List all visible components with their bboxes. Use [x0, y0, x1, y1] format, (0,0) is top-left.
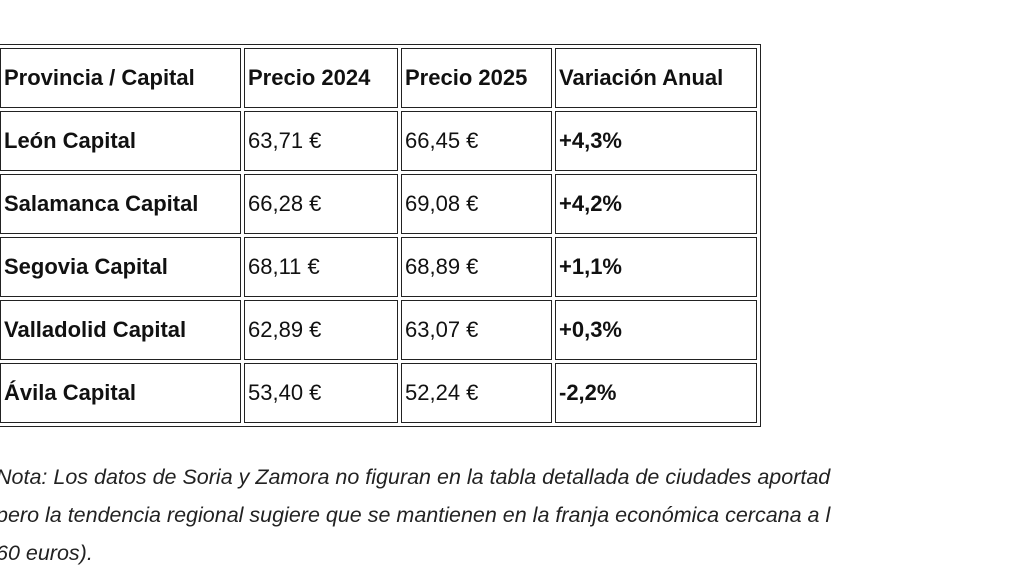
- cell-precio-2025: 52,24 €: [401, 363, 552, 423]
- cell-variacion: -2,2%: [555, 363, 757, 423]
- footnote: Nota: Los datos de Soria y Zamora no fig…: [0, 458, 1024, 572]
- cell-precio-2024: 63,71 €: [244, 111, 398, 171]
- table-header-row: Provincia / Capital Precio 2024 Precio 2…: [0, 48, 757, 108]
- cell-provincia: Segovia Capital: [0, 237, 241, 297]
- cell-precio-2025: 69,08 €: [401, 174, 552, 234]
- cell-variacion: +4,3%: [555, 111, 757, 171]
- column-header-provincia: Provincia / Capital: [0, 48, 241, 108]
- cell-precio-2024: 66,28 €: [244, 174, 398, 234]
- column-header-variacion: Variación Anual: [555, 48, 757, 108]
- footnote-line: 60 euros).: [0, 541, 93, 565]
- table-row: Segovia Capital 68,11 € 68,89 € +1,1%: [0, 237, 757, 297]
- table-row: Valladolid Capital 62,89 € 63,07 € +0,3%: [0, 300, 757, 360]
- column-header-precio-2025: Precio 2025: [401, 48, 552, 108]
- cell-provincia: León Capital: [0, 111, 241, 171]
- cell-variacion: +4,2%: [555, 174, 757, 234]
- table-row: Salamanca Capital 66,28 € 69,08 € +4,2%: [0, 174, 757, 234]
- cell-precio-2024: 53,40 €: [244, 363, 398, 423]
- price-table-container: Provincia / Capital Precio 2024 Precio 2…: [0, 44, 761, 427]
- column-header-precio-2024: Precio 2024: [244, 48, 398, 108]
- cell-variacion: +0,3%: [555, 300, 757, 360]
- footnote-line: pero la tendencia regional sugiere que s…: [0, 503, 831, 527]
- cell-precio-2025: 63,07 €: [401, 300, 552, 360]
- table-row: León Capital 63,71 € 66,45 € +4,3%: [0, 111, 757, 171]
- cell-precio-2024: 62,89 €: [244, 300, 398, 360]
- cell-variacion: +1,1%: [555, 237, 757, 297]
- cell-provincia: Valladolid Capital: [0, 300, 241, 360]
- cell-provincia: Ávila Capital: [0, 363, 241, 423]
- table-row: Ávila Capital 53,40 € 52,24 € -2,2%: [0, 363, 757, 423]
- price-table: Provincia / Capital Precio 2024 Precio 2…: [0, 44, 761, 427]
- cell-precio-2024: 68,11 €: [244, 237, 398, 297]
- cell-precio-2025: 66,45 €: [401, 111, 552, 171]
- cell-provincia: Salamanca Capital: [0, 174, 241, 234]
- cell-precio-2025: 68,89 €: [401, 237, 552, 297]
- footnote-line: Nota: Los datos de Soria y Zamora no fig…: [0, 465, 831, 489]
